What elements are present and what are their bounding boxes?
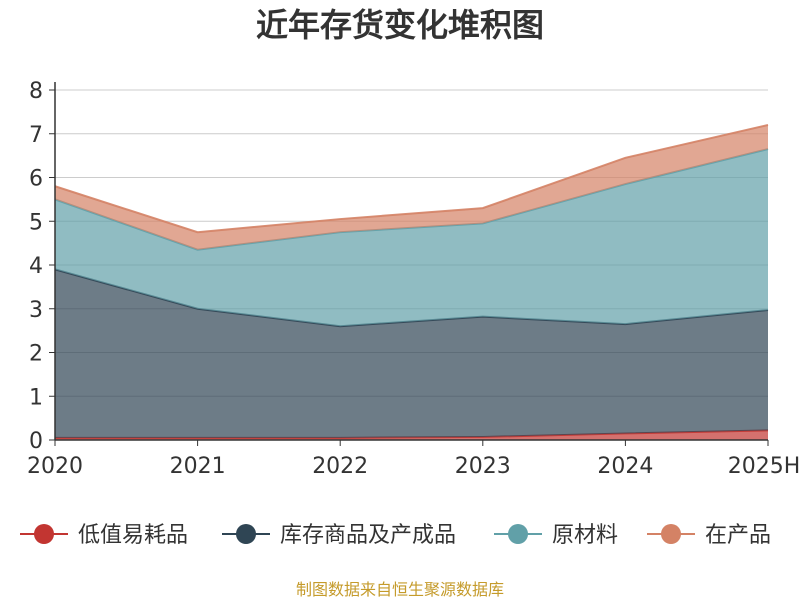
y-tick-label: 1 [29,385,43,410]
area-3 [55,149,768,327]
x-tick-label: 2023 [455,454,511,479]
y-tick-label: 2 [29,342,43,367]
y-tick-label: 8 [29,79,43,104]
area-series-group [54,124,769,440]
area-line-4 [54,124,769,234]
y-tick-label: 7 [29,123,43,148]
area-4 [55,125,768,250]
area-line-1 [55,429,769,439]
legend-label: 原材料 [552,523,618,548]
legend-label: 在产品 [705,523,771,548]
legend: 低值易耗品 库存商品及产成品 原材料 在产品 [20,523,771,548]
chart-title: 近年存货变化堆积图 [256,6,544,44]
area-1 [55,430,768,440]
legend-item: 在产品 [647,523,771,548]
x-tick-label: 2020 [27,454,83,479]
legend-marker [508,524,528,544]
legend-item: 库存商品及产成品 [222,523,456,548]
y-tick-label: 6 [29,167,43,192]
legend-item: 低值易耗品 [20,523,188,548]
x-tick-label: 2021 [170,454,226,479]
source-note: 制图数据来自恒生聚源数据库 [296,580,504,599]
y-tick-label: 0 [29,429,43,454]
area-2 [55,269,768,438]
area-line-3 [54,148,769,251]
y-tick-label: 4 [29,254,43,279]
legend-marker [661,524,681,544]
x-tick-label: 2022 [312,454,368,479]
legend-marker [34,524,54,544]
legend-marker [236,524,256,544]
y-tick-label: 5 [29,210,43,235]
legend-item: 原材料 [494,523,618,548]
legend-label: 库存商品及产成品 [280,523,456,548]
x-tick-label: 2025H [728,454,800,479]
x-tick-label: 2024 [597,454,653,479]
legend-label: 低值易耗品 [78,523,188,548]
y-tick-label: 3 [29,298,43,323]
axes: 0 1 2 3 4 5 6 7 8 2020 2021 2022 2023 2024 2025H [27,79,800,479]
